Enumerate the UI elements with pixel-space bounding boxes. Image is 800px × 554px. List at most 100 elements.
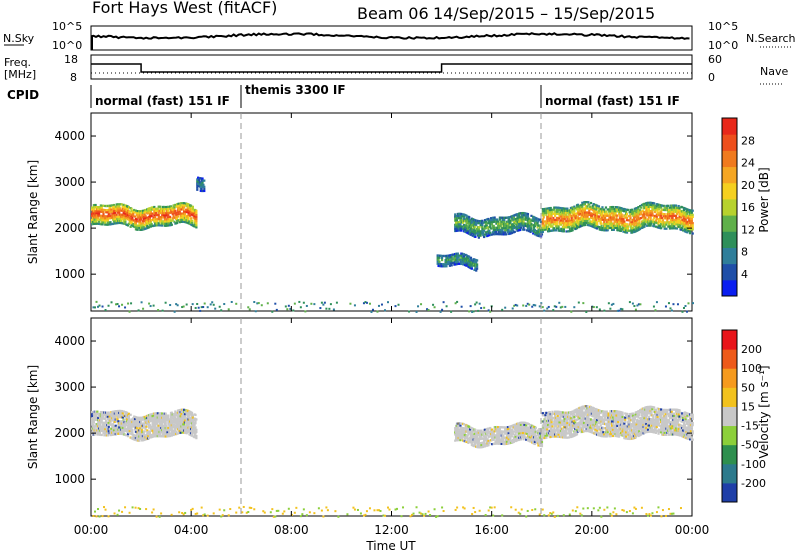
power-cell: [637, 208, 640, 211]
power-cell: [573, 226, 576, 229]
velocity-echoes: [91, 405, 694, 518]
velocity-cell: [496, 428, 499, 431]
velocity-cell: [532, 438, 536, 441]
power-cell: [487, 217, 490, 221]
power-cell: [652, 305, 655, 308]
power-cell: [511, 225, 514, 228]
velocity-cell: [170, 421, 173, 425]
velocity-cell: [467, 437, 470, 440]
velocity-cell: [519, 425, 523, 429]
power-cell: [552, 212, 555, 215]
velocity-cell: [488, 441, 491, 444]
power-cell: [651, 210, 654, 213]
velocity-cell: [517, 422, 520, 425]
power-cell: [497, 220, 500, 223]
velocity-cell: [148, 432, 152, 435]
power-cell: [552, 216, 555, 220]
velocity-cell: [187, 424, 190, 427]
power-cell: [123, 222, 126, 225]
velocity-cell: [165, 424, 168, 428]
power-cell: [467, 228, 470, 231]
power-cell: [201, 177, 204, 180]
velocity-cell: [523, 434, 526, 437]
power-cell: [629, 208, 632, 212]
power-cell: [157, 213, 160, 217]
power-cell: [624, 216, 627, 219]
velocity-cell: [100, 421, 103, 424]
power-cell: [475, 221, 478, 224]
power-cell: [187, 215, 190, 219]
power-cell: [117, 217, 120, 220]
power-cell: [365, 301, 368, 304]
power-cell: [183, 210, 187, 213]
power-cell: [512, 220, 516, 223]
velocity-cell: [548, 419, 551, 422]
velocity-cell: [150, 425, 153, 428]
velocity-cell: [542, 430, 545, 433]
power-cell: [516, 227, 519, 230]
velocity-cell: [465, 440, 468, 444]
power-cell: [441, 265, 445, 268]
velocity-cell: [97, 416, 100, 420]
velocity-cell: [492, 432, 495, 435]
power-cell: [450, 310, 453, 313]
power-cell: [510, 230, 513, 233]
power-cell: [101, 223, 104, 226]
power-cell: [98, 218, 102, 221]
power-cell: [581, 201, 584, 204]
power-cell: [653, 204, 657, 207]
power-cell: [118, 305, 121, 308]
power-cell: [511, 219, 514, 222]
power-cell: [169, 207, 172, 210]
power-cell: [541, 218, 544, 221]
power-cell: [196, 188, 199, 191]
power-cell: [463, 228, 466, 231]
velocity-cell: [179, 419, 182, 422]
power-cell: [570, 217, 573, 220]
power-cell: [557, 225, 560, 228]
power-cell: [460, 212, 463, 216]
power-cell: [148, 207, 152, 210]
power-cell: [616, 208, 619, 211]
power-cell: [462, 255, 466, 258]
power-cell: [459, 223, 462, 226]
velocity-cell: [166, 435, 169, 438]
power-cell: [102, 210, 105, 214]
velocity-cell: [496, 440, 499, 443]
velocity-cell: [538, 438, 541, 441]
power-cell: [685, 222, 688, 225]
power-cell: [187, 203, 190, 206]
power-cell: [588, 213, 591, 217]
velocity-cell: [500, 442, 503, 446]
velocity-cell: [123, 418, 126, 422]
velocity-cell: [104, 421, 107, 425]
velocity-cell: [523, 423, 526, 426]
velocity-cell: [477, 439, 480, 443]
power-cell: [97, 216, 100, 219]
velocity-cell: [514, 431, 517, 434]
power-cell: [465, 222, 468, 226]
velocity-cell: [114, 414, 117, 417]
power-cell: [223, 303, 226, 306]
power-cell: [481, 223, 484, 227]
velocity-cell: [507, 427, 510, 431]
power-cell: [558, 217, 561, 220]
power-cell: [468, 216, 471, 219]
power-cell: [126, 207, 130, 210]
power-cell: [107, 304, 110, 307]
power-cell: [320, 301, 323, 304]
power-cell: [498, 218, 502, 221]
velocity-cell: [110, 429, 113, 432]
power-cell: [471, 310, 474, 313]
power-cell: [639, 227, 642, 230]
power-cell: [498, 228, 502, 232]
power-cell: [678, 207, 681, 210]
velocity-cell: [102, 415, 105, 418]
power-cell: [468, 226, 471, 229]
power-cell: [660, 206, 663, 209]
power-cell: [571, 206, 574, 209]
power-cell: [460, 262, 463, 266]
power-cell: [633, 211, 636, 215]
power-cell: [547, 209, 550, 212]
power-cell: [536, 221, 539, 225]
